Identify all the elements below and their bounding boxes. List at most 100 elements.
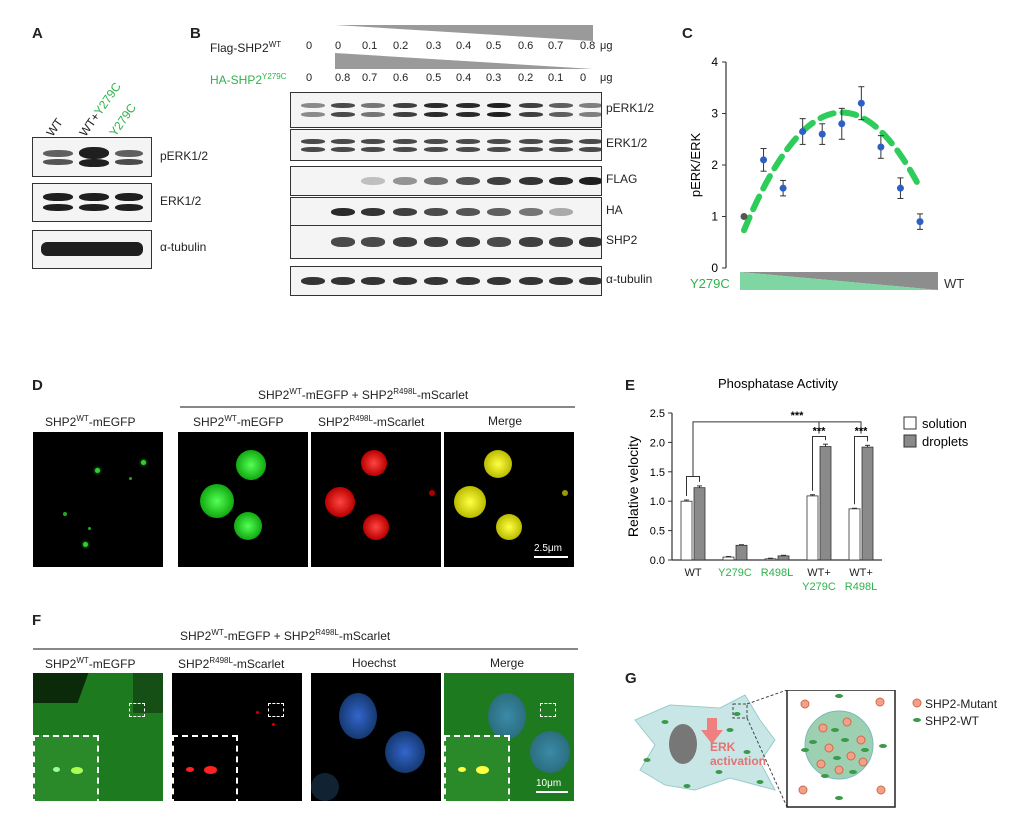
flag-amount: 0.3 xyxy=(426,40,442,52)
blot-band xyxy=(393,237,417,247)
blot-band xyxy=(424,111,448,117)
blot-band xyxy=(361,207,385,217)
blot-band xyxy=(456,176,480,186)
bracket-pair-e xyxy=(854,436,868,505)
blot-band xyxy=(487,176,511,186)
blot-band xyxy=(456,237,480,247)
mutant-wedge-c xyxy=(740,272,938,290)
flag-amount: 0.5 xyxy=(486,40,502,52)
zoom-inset-f-gfp xyxy=(33,735,99,801)
schematic-g xyxy=(634,690,922,808)
blot-band xyxy=(301,111,325,117)
panel-d-single-title: SHP2WT-mEGFP xyxy=(45,414,136,429)
data-point-c xyxy=(838,120,846,128)
data-point-c xyxy=(760,156,768,164)
flag-amount: 0.2 xyxy=(393,40,409,52)
lane-label-wt: WT xyxy=(43,115,66,139)
data-point-c xyxy=(818,130,826,138)
blot-band xyxy=(424,207,448,217)
blot-a-tubulin xyxy=(32,230,152,269)
blot-band xyxy=(519,176,543,186)
legend-g-mutant: SHP2-Mutant xyxy=(925,697,998,711)
zoom-inset-f-merge xyxy=(444,735,510,801)
blot-band xyxy=(519,207,543,217)
y-axis-label-c: pERK/ERK xyxy=(688,133,703,198)
blot-band xyxy=(487,139,511,144)
data-point-c xyxy=(877,143,885,151)
blot-band xyxy=(456,103,480,109)
blot-band xyxy=(456,111,480,117)
micrograph-f-merge: 10μm xyxy=(444,673,574,801)
blot-band xyxy=(579,146,601,152)
blot-band xyxy=(331,146,355,152)
blot-a-erk xyxy=(32,183,152,222)
data-point-c xyxy=(896,184,904,192)
x-label-left-c: Y279C xyxy=(690,276,730,291)
flag-amount: 0 xyxy=(306,40,313,52)
flag-amount: 0.8 xyxy=(580,40,596,52)
blot-band xyxy=(487,207,511,217)
micrograph-d-gfp xyxy=(178,432,308,567)
ha-amount: 0.4 xyxy=(456,72,472,84)
blot-band xyxy=(393,146,417,152)
y-tick-label-e: 1.0 xyxy=(650,496,665,508)
blot-band xyxy=(361,146,385,152)
blot-band xyxy=(579,176,601,186)
blot-band xyxy=(487,276,511,286)
panel-label-f: F xyxy=(32,612,42,629)
micrograph-f-hoechst xyxy=(311,673,441,801)
bar-solution xyxy=(722,556,735,561)
blot-band xyxy=(331,207,355,217)
blot-band xyxy=(519,146,543,152)
blot-band xyxy=(519,237,543,247)
blot-band xyxy=(331,237,355,247)
panel-d-col3-title: Merge xyxy=(488,414,523,428)
flag-amount: 0.7 xyxy=(548,40,564,52)
blot-a-perk xyxy=(32,137,152,177)
panel-f-col4-title: Merge xyxy=(490,656,525,670)
blot-band xyxy=(301,146,325,152)
blot-band xyxy=(424,103,448,109)
blot-band xyxy=(393,111,417,117)
blot-band xyxy=(456,146,480,152)
panel-f-header-rule xyxy=(33,648,578,650)
blot-b-row xyxy=(290,266,602,296)
micrograph-d-single-gfp xyxy=(33,432,163,567)
bar-droplets xyxy=(777,555,790,561)
bar-droplets xyxy=(861,446,874,561)
blot-band xyxy=(549,276,573,286)
y-tick-label-c: 3 xyxy=(711,107,718,121)
bar-droplets xyxy=(819,446,832,561)
blot-band xyxy=(519,139,543,144)
blot-band xyxy=(331,103,355,109)
panel-label-g: G xyxy=(625,670,637,687)
flag-amount: 0.4 xyxy=(456,40,472,52)
blot-band xyxy=(579,237,601,247)
ha-amount: 0.2 xyxy=(518,72,534,84)
panel-label-e: E xyxy=(625,377,636,394)
blot-band xyxy=(487,146,511,152)
blot-band xyxy=(424,146,448,152)
blot-band xyxy=(361,103,385,109)
blot-band xyxy=(361,176,385,186)
blot-b-row xyxy=(290,92,602,128)
blot-band xyxy=(361,276,385,286)
y-tick-label-e: 2.5 xyxy=(650,408,665,420)
blot-band xyxy=(579,103,601,109)
erk-activation-label: ERK activation xyxy=(710,740,767,768)
blot-band xyxy=(549,207,573,217)
fit-curve-c xyxy=(741,109,923,234)
data-point-c xyxy=(916,218,924,226)
blot-band xyxy=(424,139,448,144)
panel-label-a: A xyxy=(32,25,43,42)
ha-amount: 0.1 xyxy=(548,72,564,84)
blot-band xyxy=(331,139,355,144)
panel-label-b: B xyxy=(190,25,201,42)
panel-d-header-rule xyxy=(180,406,575,408)
micrograph-f-scarlet xyxy=(172,673,302,801)
scale-label-d: 2.5μm xyxy=(534,543,562,554)
row-label-b: pERK1/2 xyxy=(606,101,655,115)
micrograph-d-merge: 2.5μm xyxy=(444,432,574,567)
blot-band xyxy=(361,139,385,144)
ha-amount: 0.3 xyxy=(486,72,502,84)
